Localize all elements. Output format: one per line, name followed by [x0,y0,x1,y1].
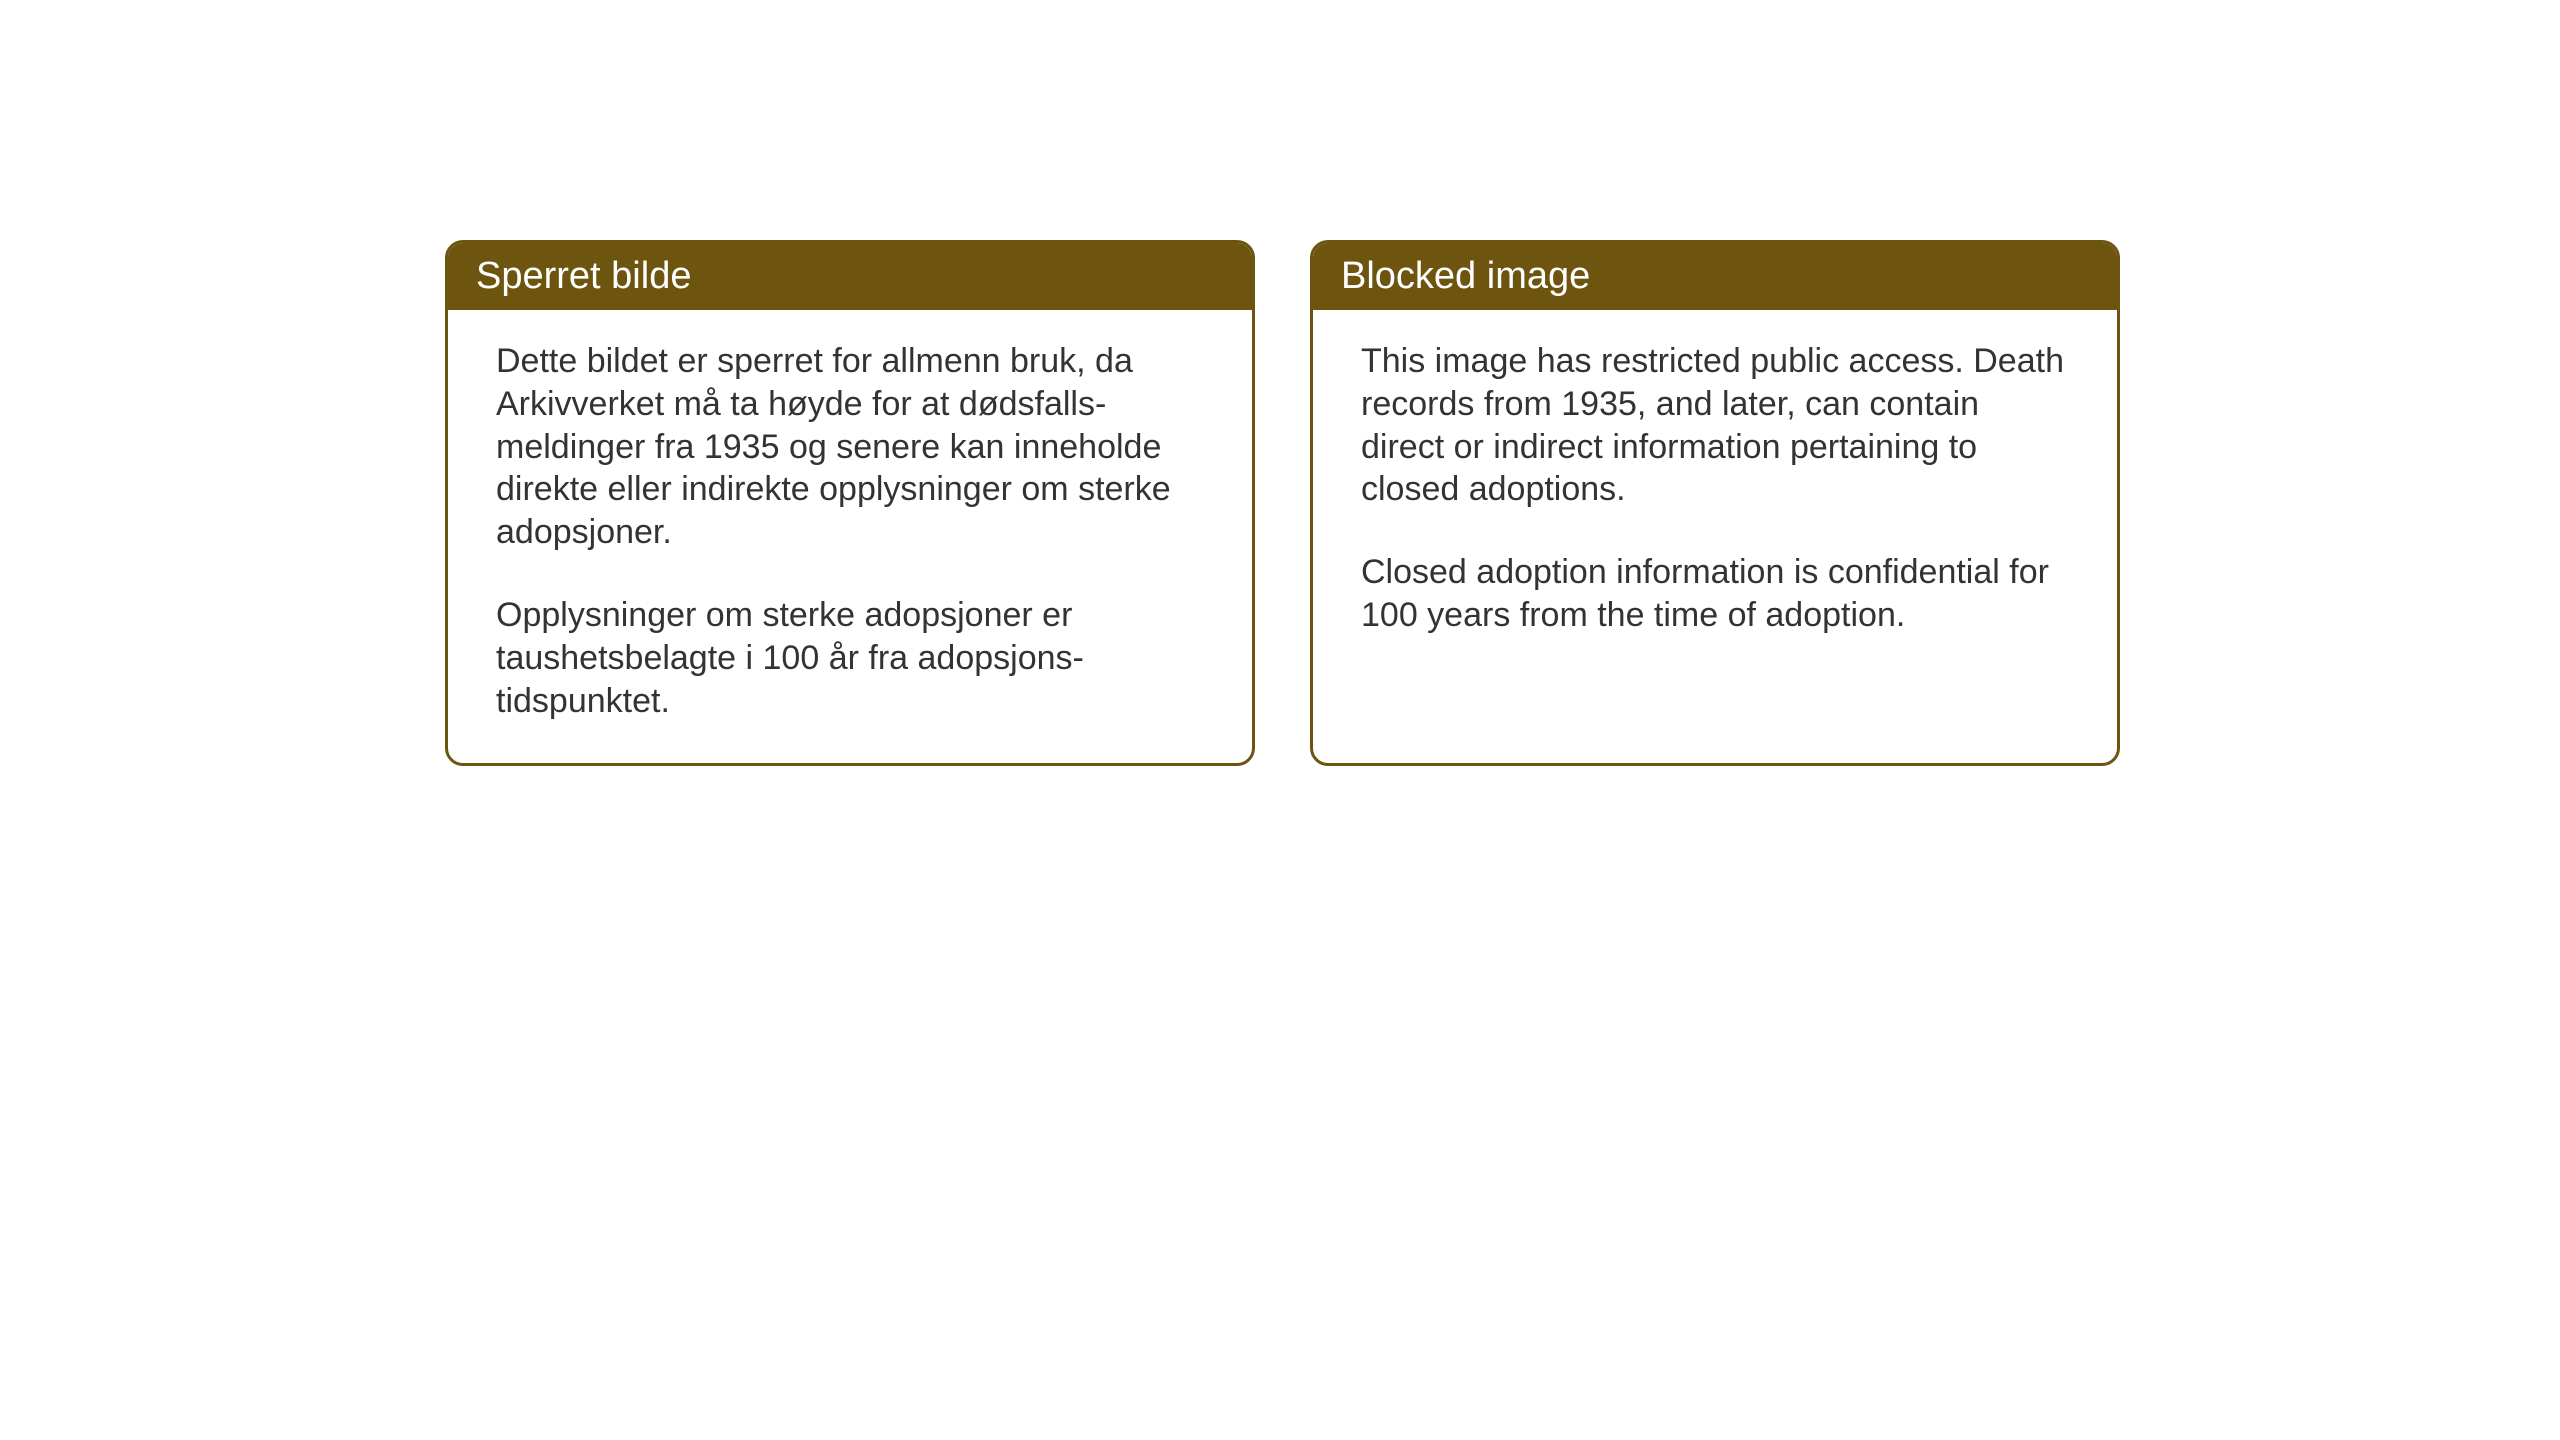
notice-body-norwegian: Dette bildet er sperret for allmenn bruk… [448,310,1252,763]
notices-container: Sperret bilde Dette bildet er sperret fo… [445,240,2120,766]
notice-paragraph-1-norwegian: Dette bildet er sperret for allmenn bruk… [496,340,1204,554]
notice-header-english: Blocked image [1313,243,2117,310]
notice-paragraph-1-english: This image has restricted public access.… [1361,340,2069,511]
notice-paragraph-2-english: Closed adoption information is confident… [1361,551,2069,637]
notice-box-english: Blocked image This image has restricted … [1310,240,2120,766]
notice-title-norwegian: Sperret bilde [476,255,691,297]
notice-box-norwegian: Sperret bilde Dette bildet er sperret fo… [445,240,1255,766]
notice-title-english: Blocked image [1341,255,1590,297]
notice-paragraph-2-norwegian: Opplysninger om sterke adopsjoner er tau… [496,594,1204,722]
notice-body-english: This image has restricted public access.… [1313,310,2117,715]
notice-header-norwegian: Sperret bilde [448,243,1252,310]
